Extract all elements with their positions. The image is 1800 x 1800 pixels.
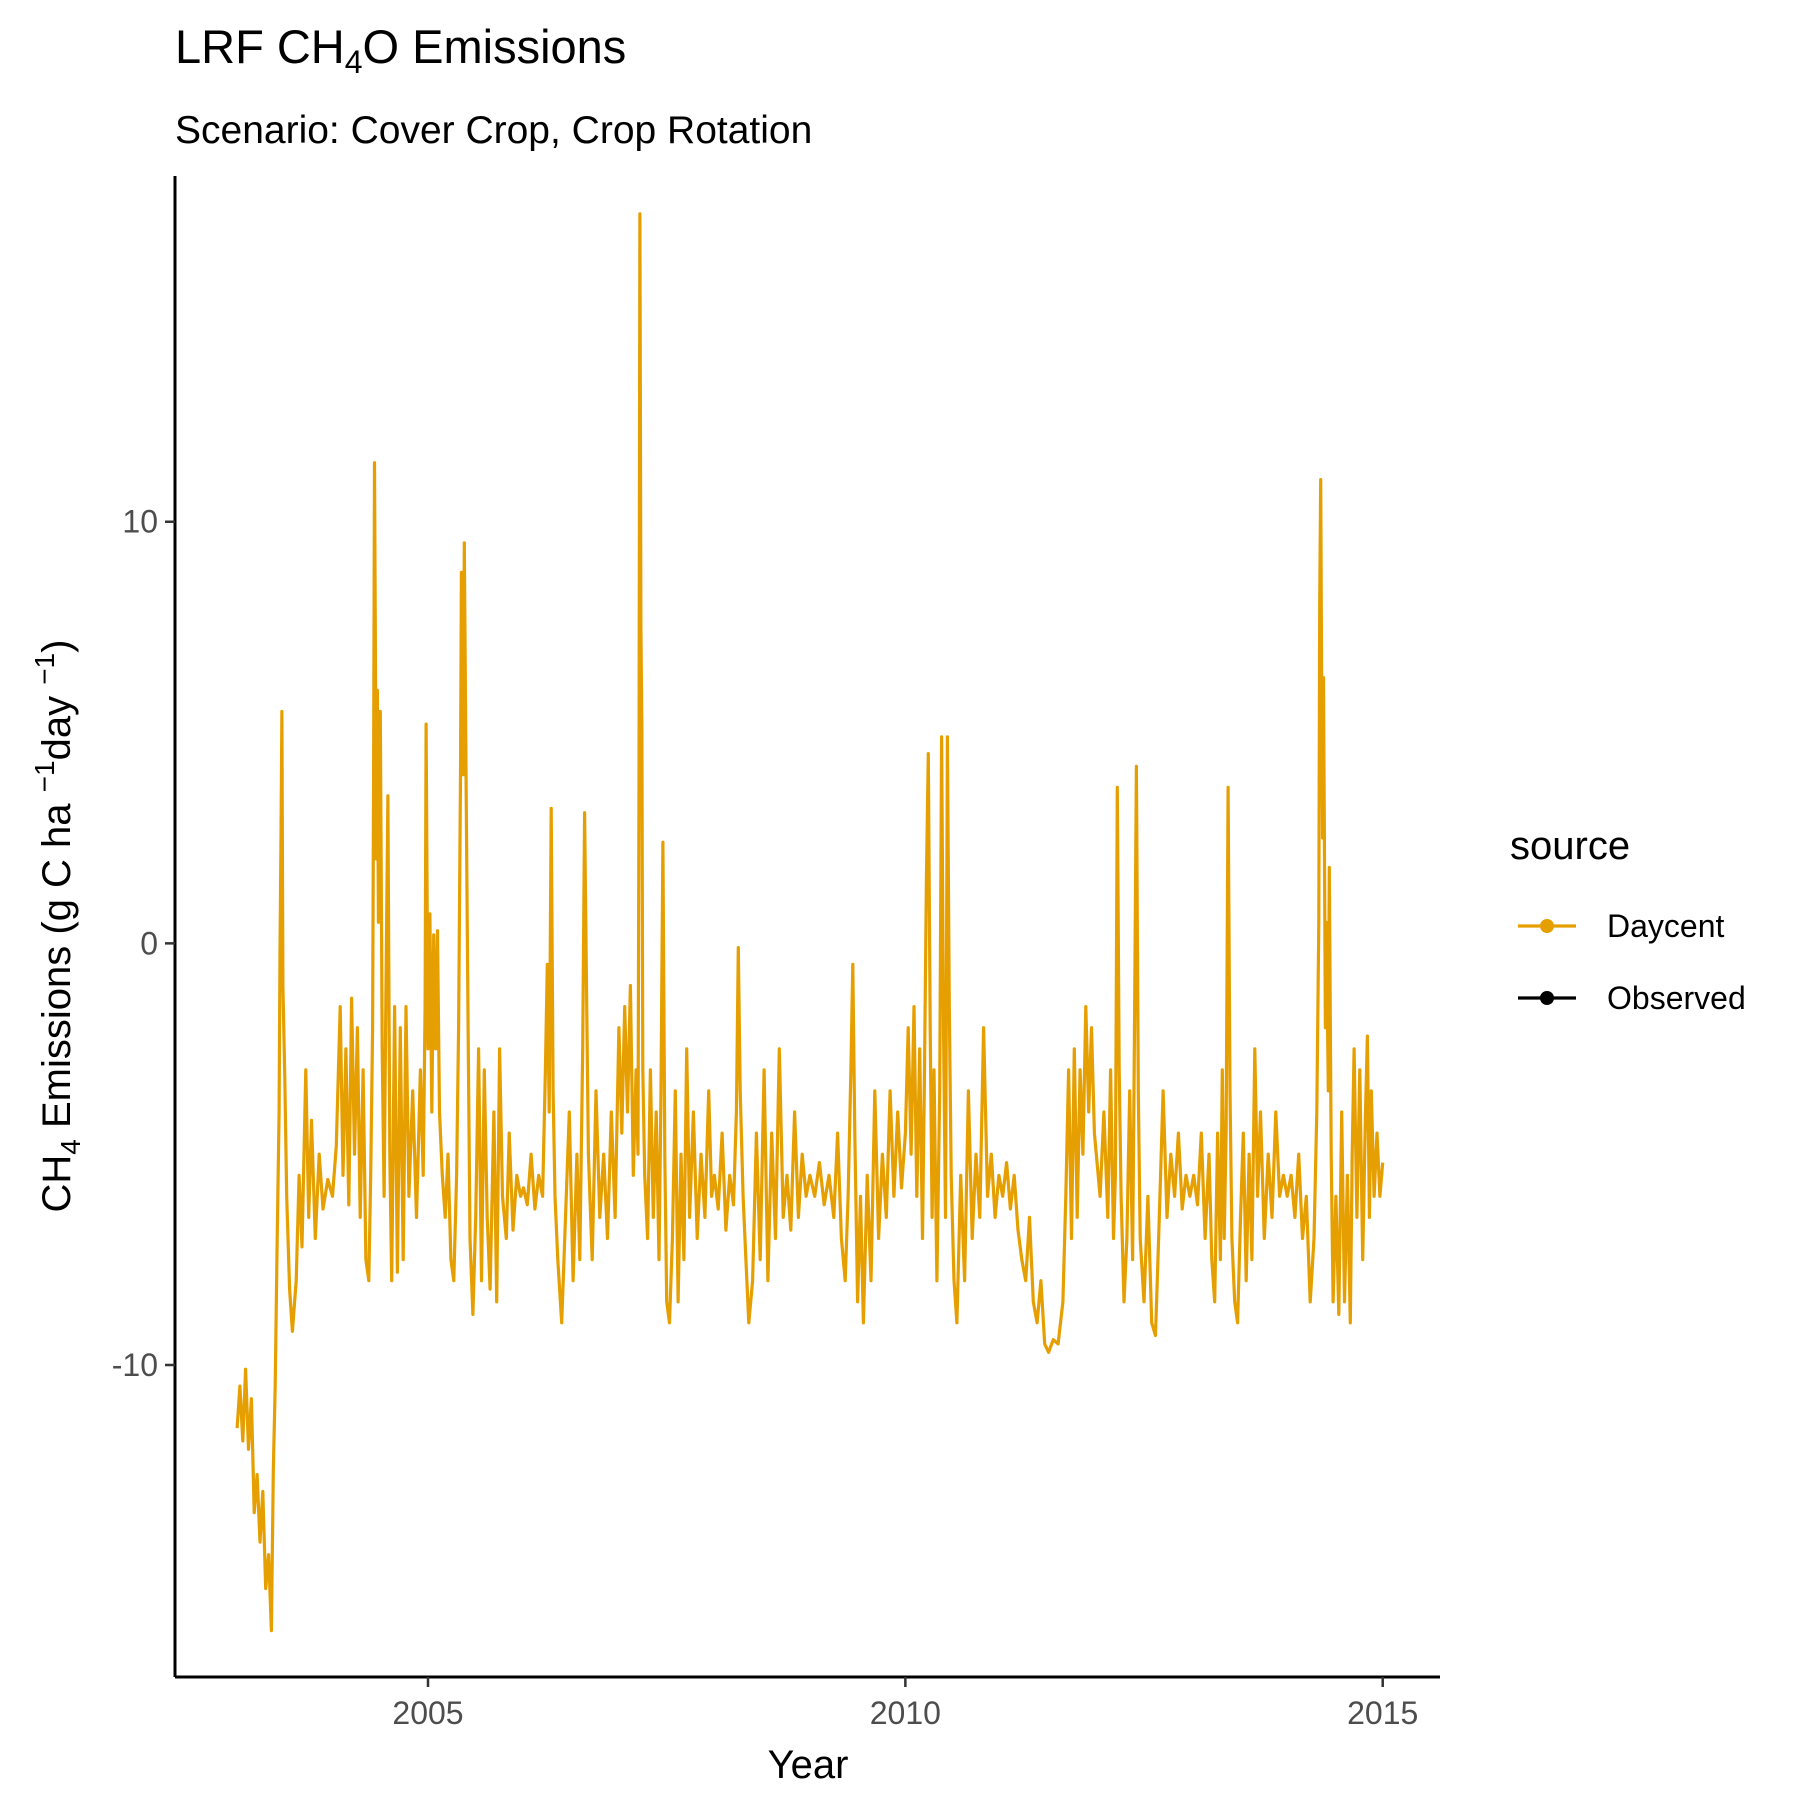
- x-axis-title: Year: [768, 1743, 849, 1787]
- ylabel-superscript: −1: [29, 760, 60, 792]
- legend-title: source: [1510, 824, 1630, 868]
- y-tick-label: 0: [140, 925, 158, 961]
- y-tick-label: 10: [122, 504, 158, 540]
- series-line-daycent: [235, 212, 1385, 1633]
- y-axis-title: CH4 Emissions (g C ha −1day −1): [29, 640, 86, 1213]
- chart-title: LRF CH4O Emissions: [175, 20, 626, 80]
- title-subscript: 4: [345, 44, 363, 80]
- legend-entry-daycent: Daycent: [1518, 908, 1725, 944]
- ylabel-part: CH: [35, 1155, 79, 1213]
- title-part: O Emissions: [363, 20, 627, 73]
- legend-entry-observed: Observed: [1518, 980, 1746, 1016]
- ylabel-subscript: 4: [55, 1139, 86, 1155]
- legend-key-point-daycent: [1540, 919, 1554, 933]
- ylabel-part: Emissions (g C ha: [35, 792, 79, 1139]
- x-tick-label: 2010: [870, 1695, 941, 1731]
- x-tick-label: 2005: [392, 1695, 463, 1731]
- legend: source Daycent Observed: [1510, 824, 1746, 1016]
- legend-label-observed: Observed: [1607, 980, 1746, 1016]
- x-tick-label: 2015: [1347, 1695, 1418, 1731]
- title-part: LRF CH: [175, 20, 345, 73]
- ylabel-part: ): [35, 640, 79, 653]
- legend-label-daycent: Daycent: [1607, 908, 1725, 944]
- x-axis-ticks: 2005 2010 2015: [392, 1677, 1418, 1731]
- chart-subtitle: Scenario: Cover Crop, Crop Rotation: [175, 109, 812, 152]
- plot-area: [235, 212, 1385, 1633]
- legend-key-point-observed: [1540, 991, 1554, 1005]
- ylabel-part: day: [35, 685, 79, 761]
- y-axis-ticks: -10 0 10: [112, 504, 175, 1383]
- ylabel-superscript: −1: [29, 653, 60, 685]
- y-tick-label: -10: [112, 1347, 158, 1383]
